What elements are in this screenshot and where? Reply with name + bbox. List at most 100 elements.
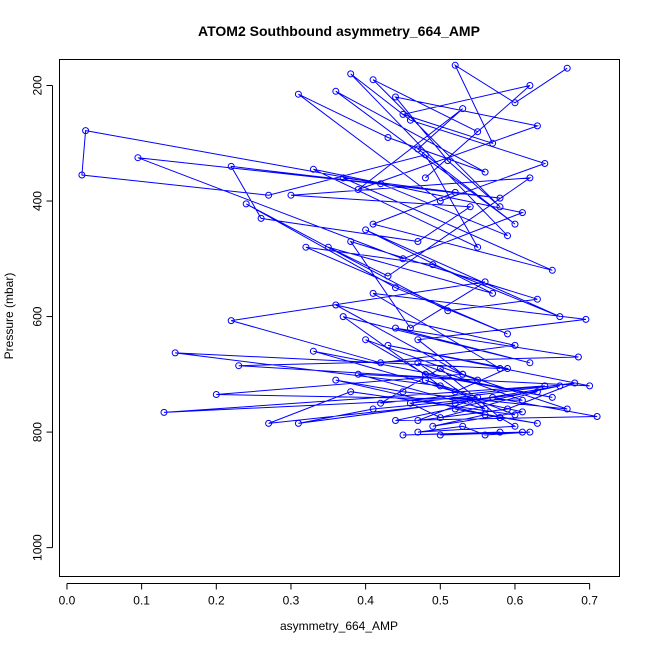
data-point [496, 365, 504, 372]
data-point [518, 209, 526, 217]
data-point [444, 157, 452, 165]
data-point [347, 238, 355, 245]
y-tick-label: 600 [31, 306, 45, 326]
data-point [593, 413, 601, 420]
data-point [511, 99, 519, 107]
data-point [82, 127, 90, 135]
data-point [265, 419, 273, 427]
data-point [518, 428, 526, 436]
data-point [518, 396, 526, 404]
data-point [474, 376, 482, 384]
data-point [339, 174, 347, 182]
data-point [294, 90, 302, 98]
data-point [504, 232, 511, 240]
data-point [429, 422, 437, 430]
data-point [347, 388, 355, 396]
data-point [474, 393, 482, 401]
data-point [414, 145, 422, 153]
y-axis-label: Pressure (mbar) [2, 273, 16, 360]
data-point [362, 226, 370, 234]
y-axis: 200 400 600 800 1000 [31, 75, 53, 561]
data-point [496, 414, 504, 422]
data-point [242, 200, 250, 208]
data-point [171, 349, 179, 357]
data-point [481, 411, 489, 419]
data-point [556, 313, 564, 321]
data-point [504, 365, 511, 372]
data-point [406, 399, 414, 407]
data-point [511, 341, 519, 349]
data-point [377, 180, 385, 188]
data-point [548, 266, 556, 274]
data-point [489, 289, 497, 297]
data-point [444, 307, 452, 315]
data-point [134, 154, 142, 162]
data-point [421, 174, 429, 182]
data-point [354, 186, 362, 193]
data-point [504, 405, 511, 413]
data-point [227, 317, 235, 325]
data-point [332, 87, 340, 95]
data-point [414, 238, 422, 245]
data-point [399, 388, 407, 396]
x-tick-label: 0.7 [581, 594, 598, 608]
x-tick-label: 0.2 [208, 594, 225, 608]
x-axis-label: asymmetry_664_AMP [280, 619, 398, 633]
x-tick-label: 0.4 [357, 594, 374, 608]
data-point [354, 370, 362, 378]
y-tick-label: 200 [31, 75, 45, 95]
data-point [160, 408, 168, 416]
data-point [384, 272, 392, 280]
data-point [332, 376, 340, 384]
data-point [533, 122, 541, 130]
chart-title: ATOM2 Southbound asymmetry_664_AMP [198, 23, 480, 39]
data-point [414, 359, 422, 367]
x-tick-label: 0.5 [432, 594, 449, 608]
data-point [571, 379, 579, 387]
x-tick-label: 0.3 [283, 594, 300, 608]
data-point [582, 315, 590, 323]
y-tick-label: 800 [31, 422, 45, 442]
data-point [392, 284, 399, 292]
data-point [574, 353, 582, 361]
x-tick-label: 0.1 [133, 594, 150, 608]
data-point [332, 301, 340, 309]
data-point [309, 347, 317, 355]
data-point [526, 174, 534, 182]
y-tick-label: 400 [31, 191, 45, 211]
data-point [563, 64, 571, 72]
data-point [511, 411, 519, 419]
data-point [504, 330, 511, 338]
data-point [362, 336, 370, 344]
data-point [227, 162, 235, 170]
data-point [489, 393, 497, 401]
data-point [392, 93, 399, 101]
y-tick-label: 1000 [31, 534, 45, 561]
data-point [414, 336, 422, 344]
data-point [287, 191, 295, 199]
data-point [548, 393, 556, 401]
data-point [347, 70, 355, 78]
data-point [399, 431, 407, 439]
data-point [392, 324, 399, 332]
data-point [496, 428, 504, 436]
data-point [406, 324, 414, 332]
data-point [294, 419, 302, 427]
data-point [429, 261, 437, 269]
data-point [339, 313, 347, 321]
data-point [369, 405, 377, 413]
data-point [377, 359, 385, 367]
x-axis: 0.0 0.1 0.2 0.3 0.4 0.5 0.6 0.7 [59, 583, 598, 608]
data-point [436, 382, 444, 390]
data-point [324, 243, 332, 251]
data-point [436, 414, 444, 422]
data-point [257, 214, 265, 222]
plot-frame [59, 59, 620, 577]
data-point [414, 417, 422, 424]
data-point [459, 370, 467, 378]
data-point [459, 422, 467, 430]
data-point [78, 171, 86, 179]
data-point [481, 278, 489, 286]
data-point [421, 151, 429, 159]
data-point [451, 188, 459, 196]
